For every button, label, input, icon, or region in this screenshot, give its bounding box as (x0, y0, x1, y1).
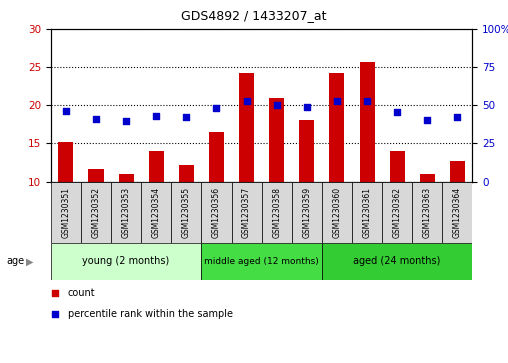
Bar (420, 174, 435, 182)
Text: GSM1230363: GSM1230363 (423, 187, 432, 238)
Text: age: age (6, 256, 24, 266)
Bar (322, 243, 472, 280)
Point (62, 108, 70, 114)
Point (393, 109, 401, 115)
Bar (269, 98, 284, 182)
Bar (51, 182, 81, 243)
Point (296, 21, 304, 27)
Bar (141, 182, 171, 243)
Point (92, 116, 100, 122)
Bar (360, 62, 374, 182)
Bar (149, 151, 164, 182)
Bar (390, 151, 405, 182)
Bar (299, 120, 314, 182)
Text: GSM1230361: GSM1230361 (363, 187, 371, 238)
Bar (322, 182, 352, 243)
Text: GSM1230357: GSM1230357 (242, 187, 251, 238)
Text: GSM1230360: GSM1230360 (332, 187, 341, 238)
Bar (118, 174, 134, 182)
Bar (292, 182, 322, 243)
Bar (81, 182, 111, 243)
Point (212, 105, 220, 111)
Text: GSM1230356: GSM1230356 (212, 187, 221, 238)
Point (182, 115, 190, 121)
Bar (442, 182, 472, 243)
Text: count: count (68, 287, 96, 298)
Text: ▶: ▶ (26, 256, 34, 266)
Bar (232, 182, 262, 243)
Point (122, 118, 130, 124)
Text: aged (24 months): aged (24 months) (354, 256, 441, 266)
Text: middle aged (12 months): middle aged (12 months) (204, 257, 319, 266)
Text: GSM1230364: GSM1230364 (453, 187, 462, 238)
Point (453, 114, 461, 120)
Point (152, 113, 160, 119)
Bar (352, 182, 382, 243)
Text: GSM1230354: GSM1230354 (152, 187, 161, 238)
Bar (111, 182, 141, 243)
Point (296, 219, 304, 225)
Bar (329, 73, 344, 182)
Bar (51, 243, 201, 280)
Text: young (2 months): young (2 months) (82, 256, 170, 266)
Bar (382, 182, 412, 243)
Text: GSM1230352: GSM1230352 (91, 187, 101, 238)
Text: GSM1230353: GSM1230353 (121, 187, 131, 238)
Text: percentile rank within the sample: percentile rank within the sample (68, 309, 233, 319)
Point (423, 117, 431, 123)
Text: GSM1230359: GSM1230359 (302, 187, 311, 238)
Bar (412, 182, 442, 243)
Bar (179, 165, 194, 182)
Point (303, 104, 311, 110)
Bar (239, 73, 254, 182)
Text: GSM1230358: GSM1230358 (272, 187, 281, 238)
Bar (201, 243, 322, 280)
Text: GSM1230355: GSM1230355 (182, 187, 191, 238)
Point (363, 98, 371, 105)
Bar (450, 161, 465, 182)
Bar (171, 182, 201, 243)
Bar (201, 182, 232, 243)
Text: GDS4892 / 1433207_at: GDS4892 / 1433207_at (181, 9, 327, 22)
Bar (58, 142, 73, 182)
Bar (262, 182, 292, 243)
Point (273, 102, 281, 107)
Point (333, 98, 341, 105)
Bar (209, 132, 224, 182)
Text: GSM1230351: GSM1230351 (61, 187, 71, 238)
Point (242, 98, 250, 105)
Bar (88, 168, 104, 182)
Text: GSM1230362: GSM1230362 (393, 187, 402, 238)
